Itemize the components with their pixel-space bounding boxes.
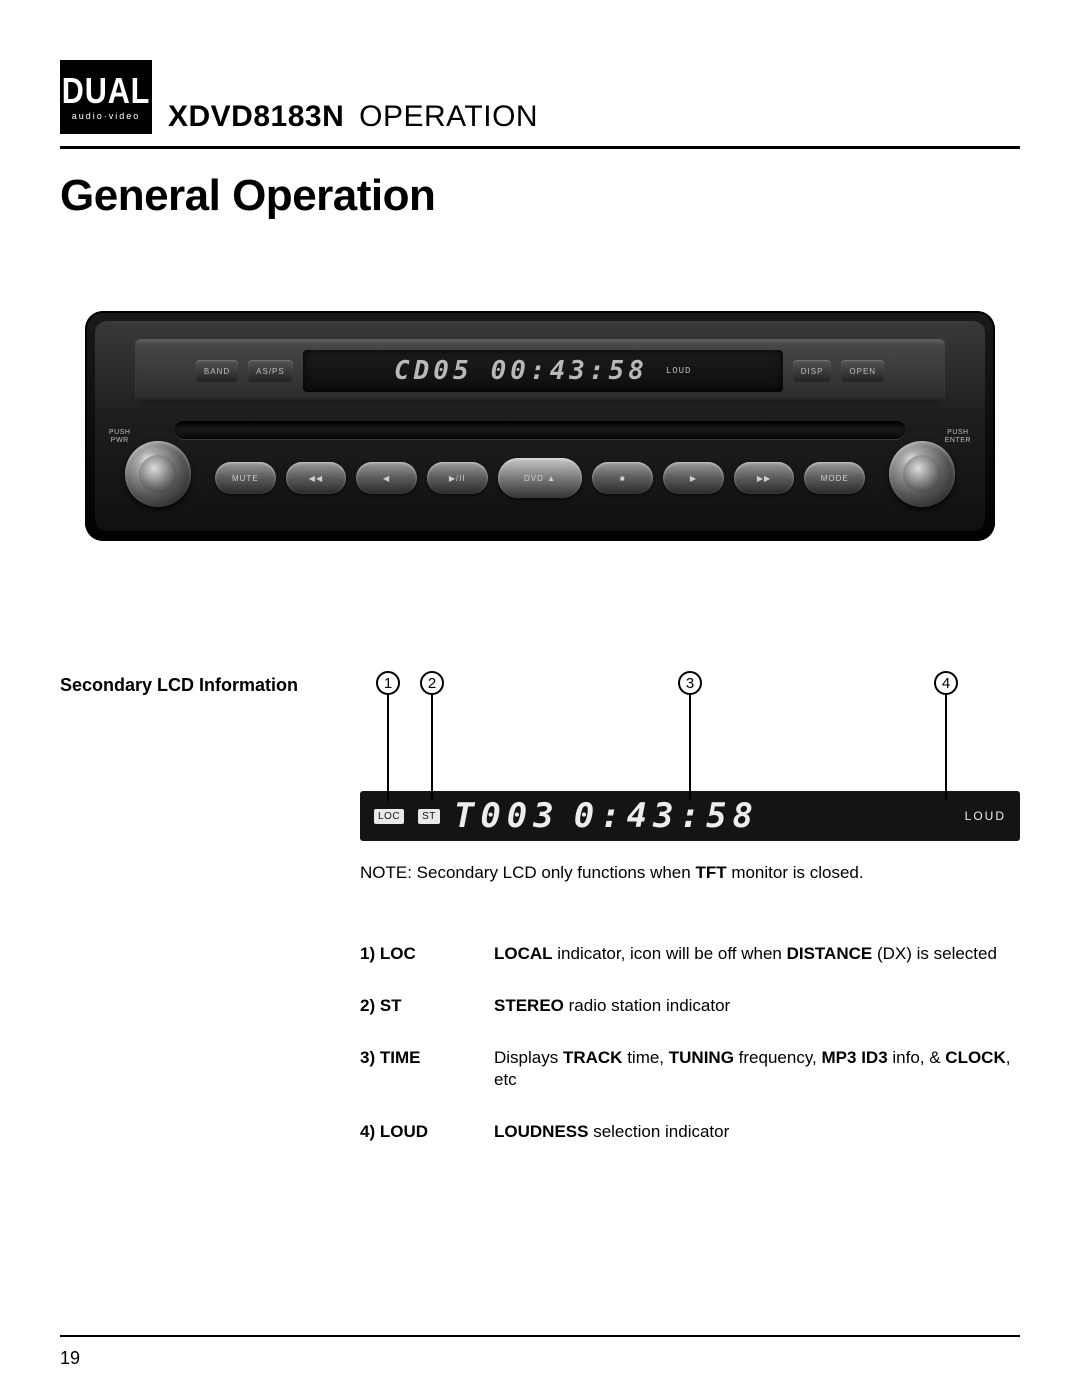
legend-3-b4: MP3 ID3: [822, 1048, 888, 1067]
unit-button-asps[interactable]: AS/PS: [248, 360, 293, 382]
legend-3-t4: info, &: [888, 1048, 946, 1067]
volume-knob[interactable]: [125, 441, 191, 507]
legend-1-t1: indicator, icon will be off when: [553, 944, 787, 963]
legend-desc-1: LOCAL indicator, icon will be off when D…: [494, 943, 1020, 965]
callout-line-1: [387, 695, 389, 801]
head-unit-figure: BAND AS/PS CD05 00:43:58 LOUD DISP OPEN …: [60, 311, 1020, 541]
unit-button-prev[interactable]: ◀: [356, 462, 417, 494]
unit-button-ff[interactable]: ▶▶: [734, 462, 795, 494]
unit-display-time: 00:43:58: [491, 356, 648, 386]
lcd-badge-st: ST: [418, 809, 440, 824]
unit-button-disp[interactable]: DISP: [793, 360, 832, 382]
lcd-track: T003: [454, 796, 560, 836]
unit-display: CD05 00:43:58 LOUD: [303, 350, 783, 392]
legend-3-b3: TUNING: [669, 1048, 734, 1067]
disc-slot[interactable]: [175, 421, 905, 439]
legend-desc-3: Displays TRACK time, TUNING frequency, M…: [494, 1047, 1020, 1091]
legend-3-b5: CLOCK: [945, 1048, 1005, 1067]
legend-label-2: 2) ST: [360, 995, 470, 1017]
note-bold: TFT: [695, 863, 726, 882]
callout-4: 4: [934, 671, 958, 695]
secondary-lcd-note: NOTE: Secondary LCD only functions when …: [360, 863, 1020, 883]
legend-3-t3: frequency,: [734, 1048, 822, 1067]
footer-divider: [60, 1335, 1020, 1337]
lcd-loud: LOUD: [965, 809, 1006, 823]
brand-logo: DUAL audio·video: [60, 60, 152, 134]
legend-desc-4: LOUDNESS selection indicator: [494, 1121, 1020, 1143]
header-divider: [60, 146, 1020, 149]
header-title-word: OPERATION: [359, 100, 538, 133]
secondary-lcd-heading: Secondary LCD Information: [60, 671, 360, 1143]
legend-label-4: 4) LOUD: [360, 1121, 470, 1143]
callout-3: 3: [678, 671, 702, 695]
unit-display-track: CD05: [394, 356, 473, 386]
callout-2: 2: [420, 671, 444, 695]
callout-line-4: [945, 695, 947, 801]
header-title: XDVD8183N OPERATION: [168, 100, 538, 134]
unit-button-mute[interactable]: MUTE: [215, 462, 276, 494]
legend-3-t2: time,: [622, 1048, 668, 1067]
callout-diagram: LOC ST T003 0:43:58 LOUD 12 3 4: [360, 671, 1020, 841]
legend-1-b2: DISTANCE: [787, 944, 873, 963]
note-pre: NOTE: Secondary LCD only functions when: [360, 863, 695, 882]
unit-button-play[interactable]: ▶/II: [427, 462, 488, 494]
unit-button-eject[interactable]: DVD ▲: [498, 458, 583, 498]
legend-4-b1: LOUDNESS: [494, 1122, 588, 1141]
legend-2-b1: STEREO: [494, 996, 564, 1015]
unit-button-rew[interactable]: ◀◀: [286, 462, 347, 494]
unit-label-enter: PUSH ENTER: [945, 429, 971, 444]
legend-label-1: 1) LOC: [360, 943, 470, 965]
brand-logo-text: DUAL: [62, 73, 150, 109]
note-post: monitor is closed.: [727, 863, 864, 882]
legend-1-t2: (DX) is selected: [872, 944, 997, 963]
lcd-badge-loc: LOC: [374, 809, 404, 824]
legend-3-t1: Displays: [494, 1048, 563, 1067]
unit-button-stop[interactable]: ■: [592, 462, 653, 494]
unit-button-next[interactable]: ▶: [663, 462, 724, 494]
unit-button-row: MUTE ◀◀ ◀ ▶/II DVD ▲ ■ ▶ ▶▶ MODE: [215, 457, 865, 499]
legend-label-3: 3) TIME: [360, 1047, 470, 1091]
unit-label-pwr: PUSH PWR: [109, 429, 130, 444]
legend-1-b1: LOCAL: [494, 944, 553, 963]
unit-button-open[interactable]: OPEN: [841, 360, 884, 382]
legend-table: 1) LOC LOCAL indicator, icon will be off…: [360, 943, 1020, 1143]
page-number: 19: [60, 1348, 80, 1369]
callout-1: 1: [376, 671, 400, 695]
lcd-time: 0:43:58: [574, 796, 759, 836]
page-header: DUAL audio·video XDVD8183N OPERATION: [60, 60, 1020, 134]
control-knob[interactable]: [889, 441, 955, 507]
legend-desc-2: STEREO radio station indicator: [494, 995, 1020, 1017]
legend-4-t1: selection indicator: [588, 1122, 729, 1141]
callout-line-3: [689, 695, 691, 801]
model-number: XDVD8183N: [168, 100, 344, 133]
unit-display-loud: LOUD: [666, 366, 692, 376]
secondary-lcd-section: Secondary LCD Information LOC ST T003 0:…: [60, 671, 1020, 1143]
section-heading: General Operation: [60, 171, 1020, 221]
brand-logo-subtext: audio·video: [72, 111, 141, 121]
unit-button-band[interactable]: BAND: [196, 360, 238, 382]
legend-3-b2: TRACK: [563, 1048, 623, 1067]
callout-line-2: [431, 695, 433, 801]
unit-button-mode[interactable]: MODE: [804, 462, 865, 494]
legend-2-t1: radio station indicator: [564, 996, 730, 1015]
